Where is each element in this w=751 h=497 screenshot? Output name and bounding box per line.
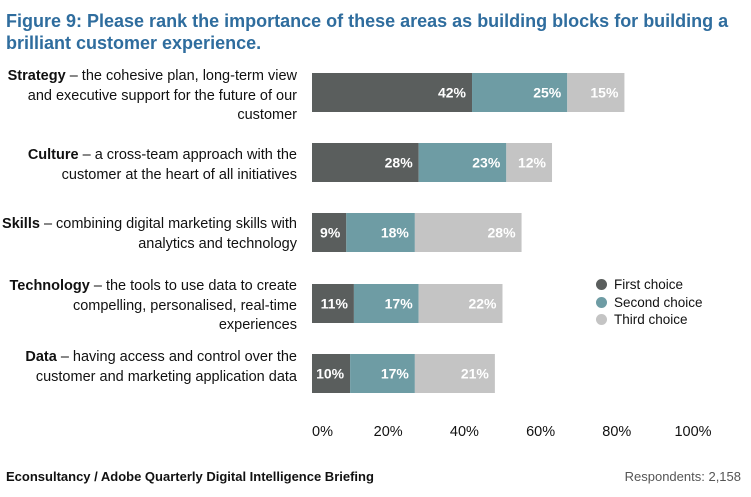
source-note: Econsultancy / Adobe Quarterly Digital I… [6, 469, 374, 484]
category-description: – the cohesive plan, long-term view and … [27, 68, 297, 123]
category-label-strategy: Strategy – the cohesive plan, long-term … [0, 67, 297, 126]
category-name: Skills [2, 216, 40, 232]
legend: First choice Second choice Third choice [596, 276, 703, 329]
data-label: 22% [468, 296, 497, 312]
legend-item-third: Third choice [596, 311, 703, 329]
data-label: 10% [316, 366, 345, 382]
data-label: 21% [461, 366, 490, 382]
bar-segment-second [353, 284, 419, 323]
category-name: Culture [27, 147, 79, 163]
data-label: 15% [590, 85, 619, 101]
stacked-bar-chart: 42% 25% 15% 28% 23% 12% 9% 18% 28% 11% 17% 22% 10% 17… [312, 73, 712, 440]
x-tick-label: 20% [374, 424, 403, 440]
chart-title: Figure 9: Please rank the importance of … [6, 11, 729, 53]
respondents-count: Respondents: 2,158 [624, 469, 741, 484]
category-description: – combining digital marketing skills wit… [39, 216, 297, 252]
bar-segment-third [418, 284, 503, 323]
data-label: 42% [438, 85, 467, 101]
x-tick-label: 0% [312, 424, 333, 440]
legend-label: Third choice [614, 312, 688, 328]
legend-swatch-third [596, 314, 607, 326]
bar-segment-third [414, 354, 495, 393]
category-description: – a cross-team approach with the custome… [61, 147, 297, 183]
category-name: Data [25, 349, 57, 365]
bar-segment-first [312, 143, 419, 182]
legend-swatch-second [596, 296, 607, 308]
data-label: 11% [321, 296, 349, 312]
category-description: – having access and control over the cus… [35, 349, 297, 385]
bar-segment-second [346, 213, 415, 252]
bar-segment-first [312, 73, 473, 112]
data-label: 25% [533, 85, 562, 101]
x-tick-label: 100% [674, 424, 711, 440]
category-name: Strategy [7, 68, 66, 84]
data-label: 17% [381, 366, 410, 382]
bar-segment-third [567, 73, 625, 112]
legend-item-second: Second choice [596, 294, 703, 312]
data-label: 28% [488, 225, 517, 241]
bar-segment-second [350, 354, 415, 393]
category-label-data: Data – having access and control over th… [0, 348, 297, 387]
legend-item-first: First choice [596, 276, 703, 294]
bar-segment-first [312, 354, 351, 393]
data-label: 12% [518, 155, 547, 171]
bar-segment-first [312, 284, 354, 323]
category-name: Technology [9, 278, 90, 294]
data-label: 17% [385, 296, 414, 312]
bar-segment-second [418, 143, 507, 182]
category-label-culture: Culture – a cross-team approach with the… [0, 146, 297, 185]
legend-label: Second choice [614, 294, 703, 310]
x-tick-label: 80% [602, 424, 631, 440]
category-description: – the tools to use data to create compel… [72, 278, 297, 333]
category-label-technology: Technology – the tools to use data to cr… [0, 277, 297, 336]
data-label: 28% [385, 155, 414, 171]
bar-segment-second [472, 73, 568, 112]
legend-swatch-first [596, 279, 607, 291]
category-label-skills: Skills – combining digital marketing ski… [0, 215, 297, 254]
data-label: 18% [381, 225, 410, 241]
x-tick-label: 60% [526, 424, 555, 440]
x-tick-label: 40% [450, 424, 479, 440]
bar-segment-third [506, 143, 553, 182]
data-label: 9% [320, 225, 341, 241]
bar-segment-third [414, 213, 522, 252]
legend-label: First choice [614, 277, 684, 293]
data-label: 23% [472, 155, 501, 171]
bar-segment-first [312, 213, 347, 252]
